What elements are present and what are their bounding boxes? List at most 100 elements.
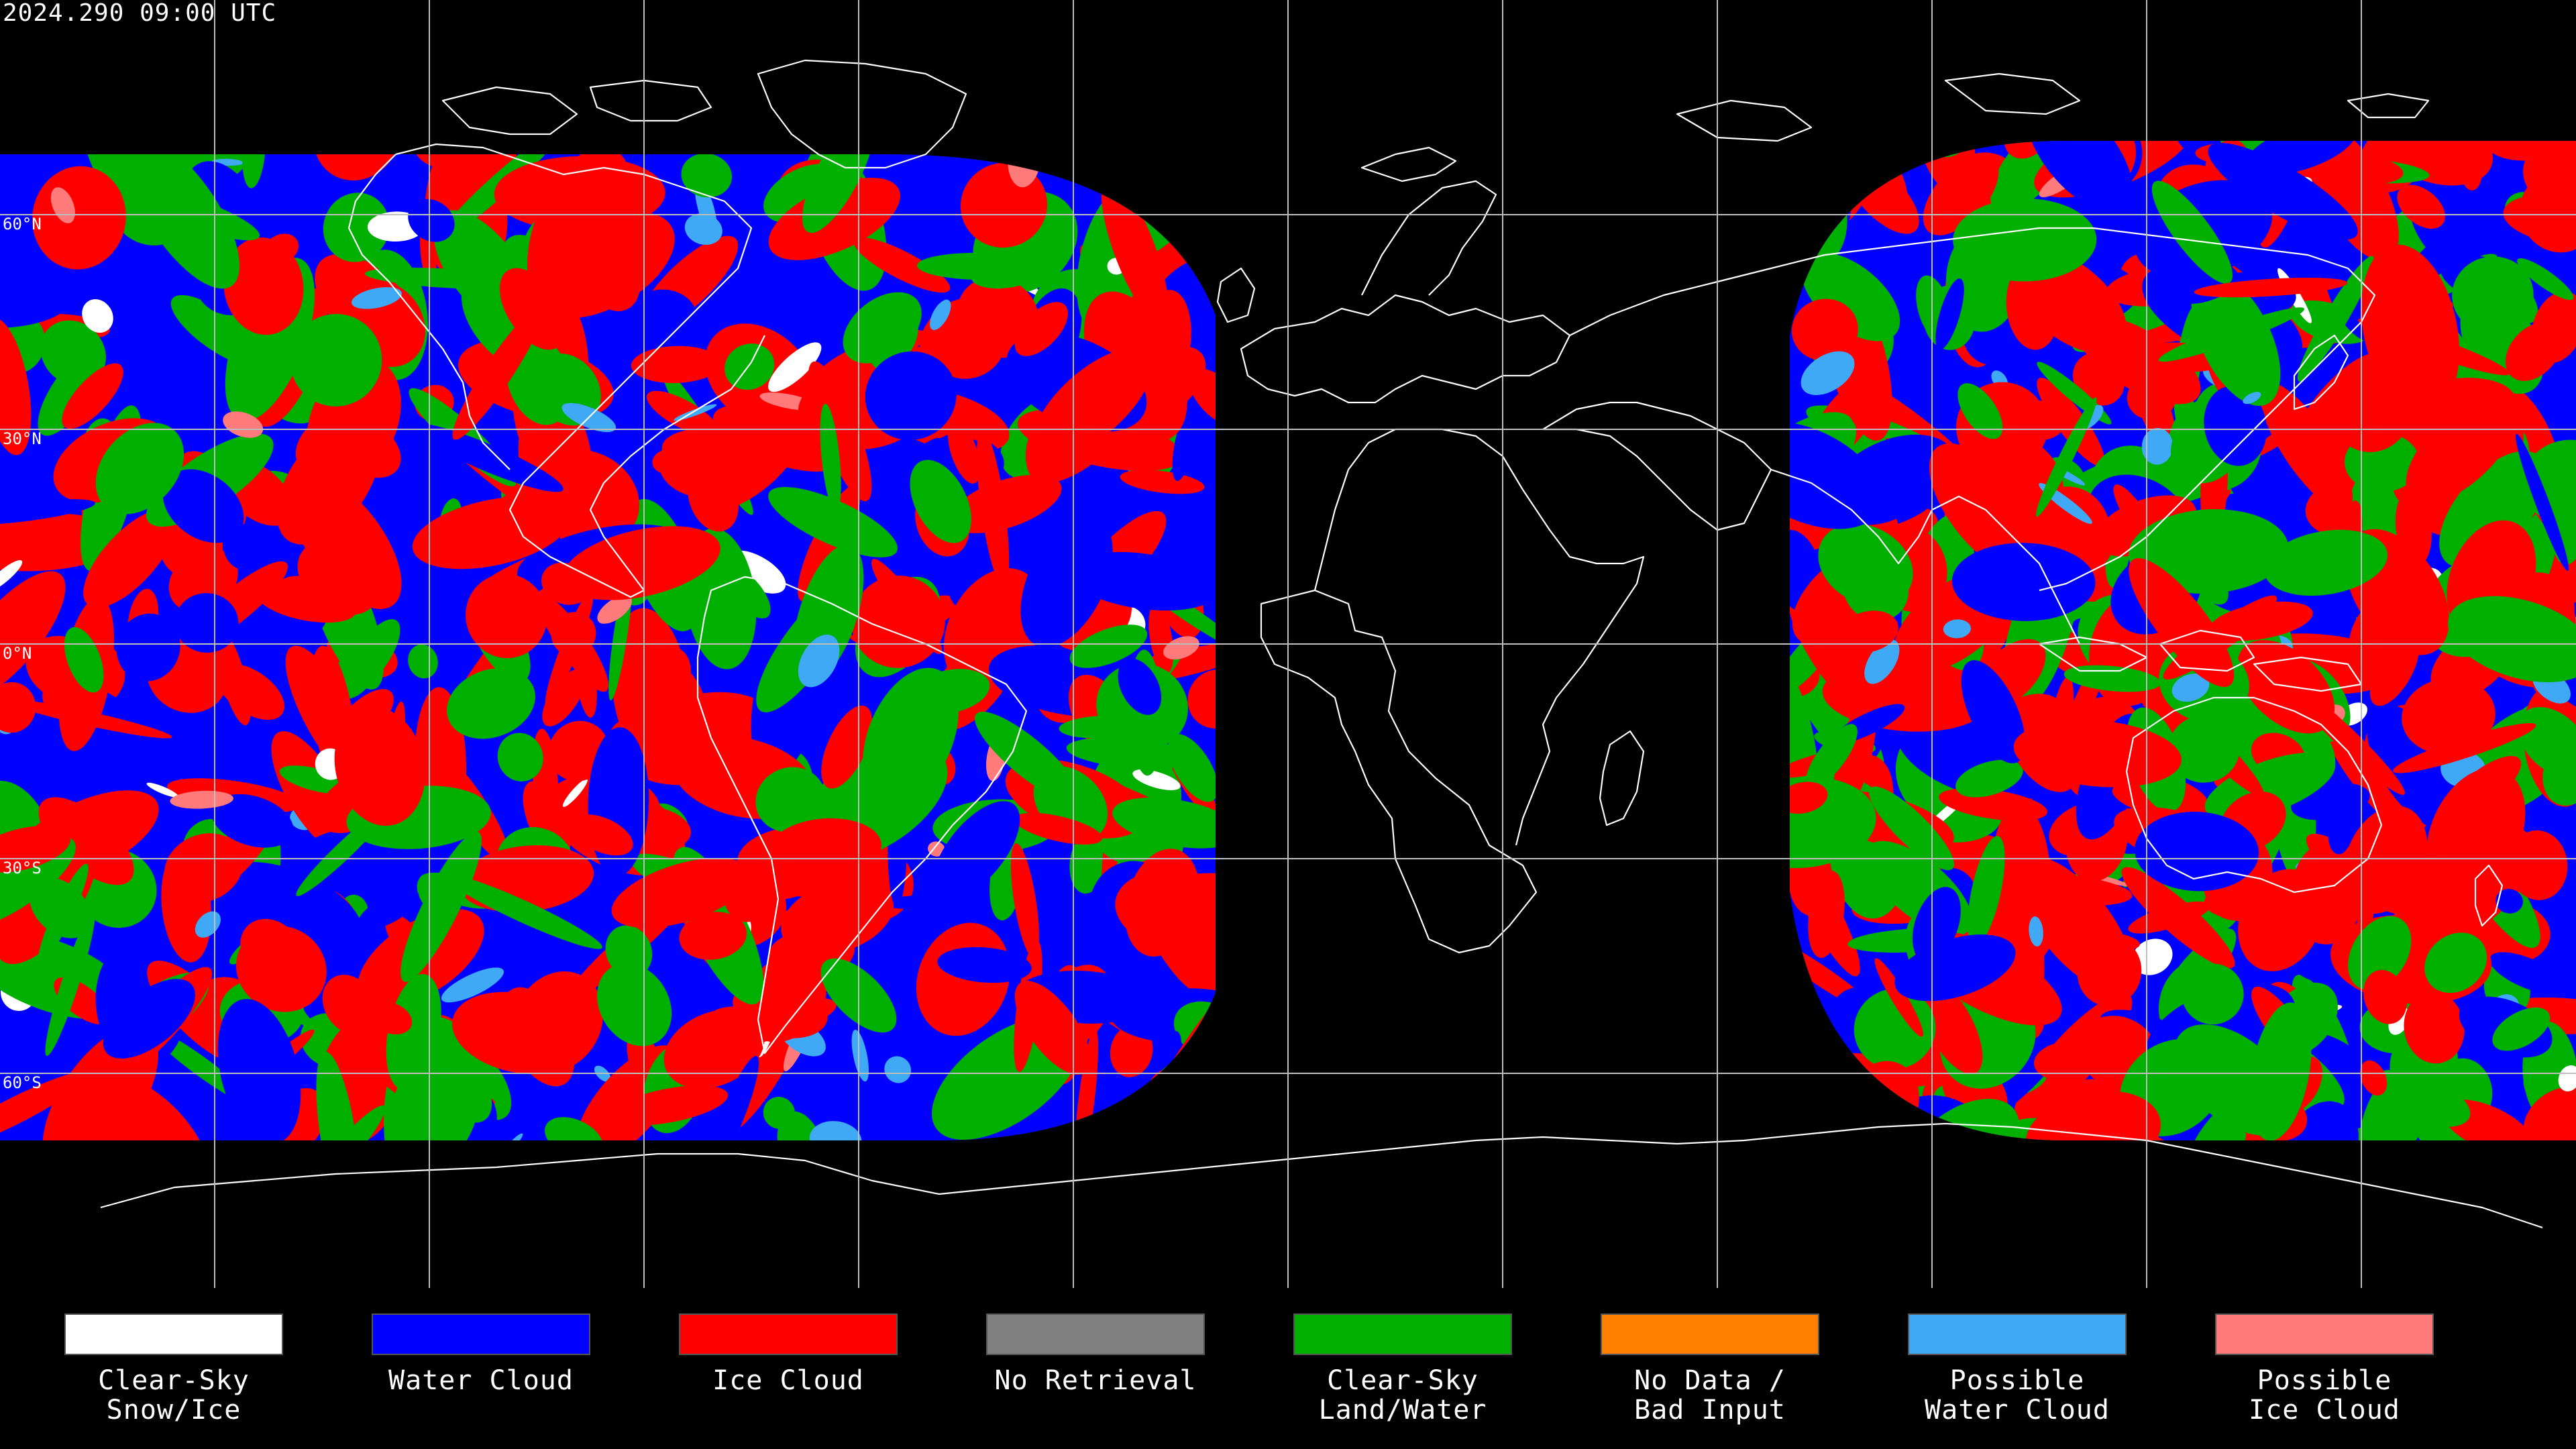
clear-sky-land-water-patch xyxy=(1069,830,1108,894)
clear-sky-land-water-patch xyxy=(1069,625,1148,668)
water-cloud-patch xyxy=(707,1056,759,1140)
legend-label: Clear-Sky Land/Water xyxy=(1318,1365,1487,1426)
clear-sky-land-water-patch xyxy=(400,831,482,982)
clear-sky-land-water-patch xyxy=(497,733,543,782)
ice-cloud-patch xyxy=(313,154,400,180)
ice-cloud-patch xyxy=(2328,356,2415,453)
clear-sky-land-water-patch xyxy=(95,423,184,515)
possible-water-cloud-patch xyxy=(930,299,951,330)
ice-cloud-patch xyxy=(223,237,304,335)
ice-cloud-patch xyxy=(1790,1039,1831,1106)
legend-label: No Data / Bad Input xyxy=(1634,1365,1786,1426)
clear-sky-land-water-patch xyxy=(2063,665,2161,692)
ice-cloud-patch xyxy=(949,474,1062,533)
ice-cloud-patch xyxy=(743,955,826,1042)
coastlines xyxy=(100,59,2543,1229)
ice-cloud-patch xyxy=(2523,1087,2576,1140)
possible-water-cloud-patch xyxy=(1943,619,1971,639)
legend-item-no-retrieval: No Retrieval xyxy=(986,1313,1208,1395)
ice-cloud-patch xyxy=(542,669,586,727)
clear-sky-land-water-patch xyxy=(1868,786,1955,871)
clear-sky-land-water-patch xyxy=(170,1138,233,1163)
ice-cloud-patch xyxy=(1014,812,1103,845)
possible-ice-cloud-patch xyxy=(597,595,633,624)
clear-sky-land-water-patch xyxy=(1147,154,1216,213)
ice-cloud-patch xyxy=(1014,981,1091,1075)
possible-water-cloud-patch xyxy=(2029,916,2043,947)
legend-item-ice-cloud: Ice Cloud xyxy=(679,1313,900,1395)
water-cloud-patch xyxy=(1068,551,1216,611)
lat-label-60n: 60°N xyxy=(3,215,42,233)
clear-sky-land-water-patch xyxy=(975,711,1080,802)
legend-swatch xyxy=(679,1313,898,1355)
clear-sky-land-water-patch xyxy=(545,1117,603,1140)
ice-cloud-patch xyxy=(976,428,1010,588)
ice-cloud-patch xyxy=(1792,1092,1841,1140)
possible-ice-cloud-patch xyxy=(928,841,945,857)
ice-cloud-patch xyxy=(0,1071,91,1140)
water-cloud-patch xyxy=(1951,543,2096,621)
clear-sky-land-water-patch xyxy=(724,343,775,390)
lat-label-30s: 30°S xyxy=(3,859,42,877)
water-cloud-patch xyxy=(1790,421,1882,529)
clear-sky-land-water-patch xyxy=(316,1051,360,1140)
clear-sky-land-water-patch xyxy=(1843,557,1909,621)
ice-cloud-patch xyxy=(2025,1090,2161,1140)
legend-swatch xyxy=(986,1313,1205,1355)
clear-sky-snow-ice-patch xyxy=(2132,938,2173,975)
water-cloud-patch xyxy=(1118,658,1162,715)
clear-sky-land-water-patch xyxy=(2168,715,2240,783)
ice-cloud-patch xyxy=(466,574,547,659)
legend-item-possible-ice-cloud: Possible Ice Cloud xyxy=(2215,1313,2436,1425)
possible-water-cloud-patch xyxy=(1864,639,1900,684)
lat-label-30n: 30°N xyxy=(3,429,42,448)
ice-cloud-patch xyxy=(1014,302,1068,356)
possible-ice-cloud-patch xyxy=(223,411,264,438)
ice-cloud-patch xyxy=(2397,184,2445,229)
ice-cloud-patch xyxy=(1790,1091,1814,1138)
clear-sky-land-water-patch xyxy=(971,259,1041,289)
clear-sky-snow-ice-patch xyxy=(562,779,588,807)
ice-cloud-patch xyxy=(452,305,545,440)
ice-cloud-patch xyxy=(0,571,66,702)
legend-swatch xyxy=(2215,1313,2434,1355)
clear-sky-land-water-patch xyxy=(2036,397,2097,517)
water-cloud-patch xyxy=(1894,934,2016,1002)
ice-cloud-patch xyxy=(1790,1072,1878,1140)
clear-sky-land-water-patch xyxy=(1953,198,2097,282)
possible-ice-cloud-patch xyxy=(170,790,233,809)
water-cloud-patch xyxy=(2135,812,2259,892)
water-cloud-patch xyxy=(2204,386,2267,466)
ice-cloud-patch xyxy=(0,682,36,733)
ice-cloud-patch xyxy=(368,1002,413,1034)
clear-sky-land-water-patch xyxy=(1792,1089,1872,1140)
clear-sky-land-water-patch xyxy=(681,154,733,198)
ice-cloud-patch xyxy=(276,419,381,545)
ice-cloud-patch xyxy=(1075,154,1093,185)
water-cloud-patch xyxy=(211,794,294,848)
clear-sky-snow-ice-patch xyxy=(146,782,178,798)
ice-cloud-patch xyxy=(571,814,633,856)
ice-cloud-patch xyxy=(1115,870,1216,951)
ice-cloud-patch xyxy=(2531,291,2576,364)
clear-sky-land-water-patch xyxy=(2151,180,2233,284)
clear-sky-land-water-patch xyxy=(2424,932,2487,994)
ice-cloud-patch xyxy=(0,826,71,873)
clear-sky-land-water-patch xyxy=(722,566,771,619)
clear-sky-land-water-patch xyxy=(303,1105,386,1140)
clear-sky-snow-ice-patch xyxy=(2558,1065,2576,1092)
clear-sky-land-water-patch xyxy=(2348,916,2412,990)
ice-cloud-patch xyxy=(2013,719,2182,788)
clear-sky-land-water-patch xyxy=(242,154,266,189)
legend-item-clear-sky-land-water: Clear-Sky Land/Water xyxy=(1293,1313,1515,1425)
ice-cloud-patch xyxy=(1808,871,1845,958)
clear-sky-land-water-patch xyxy=(1790,1063,1853,1120)
legend-item-water-cloud: Water Cloud xyxy=(372,1313,593,1395)
ice-cloud-patch xyxy=(920,299,975,357)
water-cloud-patch xyxy=(0,283,69,328)
water-cloud-patch xyxy=(2328,808,2353,855)
ice-cloud-patch xyxy=(562,526,720,600)
ice-cloud-patch xyxy=(452,991,585,1075)
clear-sky-land-water-patch xyxy=(444,874,602,949)
possible-water-cloud-patch xyxy=(798,635,840,688)
